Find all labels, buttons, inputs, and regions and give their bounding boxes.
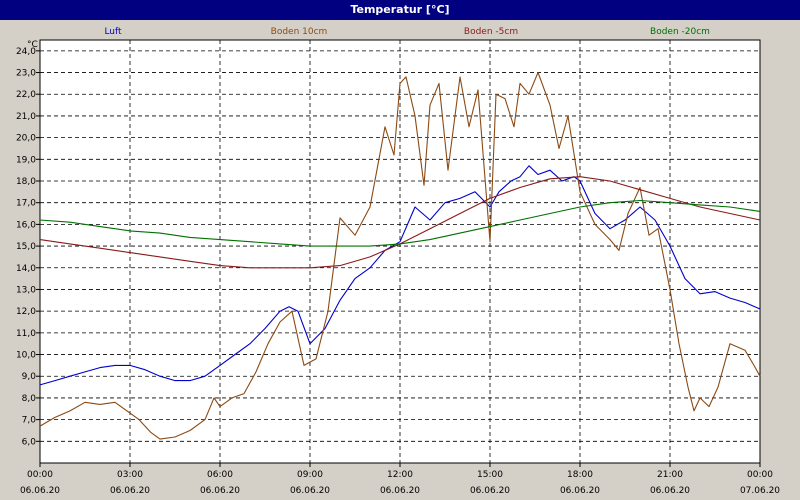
x-tick-time-label: 15:00 [477, 470, 503, 480]
y-tick-label: 8,0 [22, 394, 37, 404]
y-tick-label: 24,0 [16, 47, 36, 57]
window-title: Temperatur [°C] [0, 0, 800, 20]
x-tick-time-label: 03:00 [117, 470, 143, 480]
x-tick-date-label: 06.06.20 [200, 486, 240, 496]
x-tick-date-label: 06.06.20 [20, 486, 60, 496]
x-tick-time-label: 06:00 [207, 470, 233, 480]
x-tick-date-label: 06.06.20 [650, 486, 690, 496]
series-line-luft [39, 165, 761, 386]
y-tick-label: 20,0 [16, 134, 36, 144]
x-tick-time-label: 12:00 [387, 470, 413, 480]
legend-item-boden-20cm: Boden -20cm [650, 27, 710, 37]
legend-item-boden-10cm: Boden 10cm [271, 27, 328, 37]
y-tick-label: 9,0 [22, 372, 37, 382]
y-tick-label: 19,0 [16, 155, 36, 165]
x-tick-date-label: 06.06.20 [290, 486, 330, 496]
y-tick-label: 6,0 [22, 437, 37, 447]
y-tick-label: 16,0 [16, 220, 36, 230]
x-tick-time-label: 18:00 [567, 470, 593, 480]
y-tick-label: 22,0 [16, 90, 36, 100]
x-tick-date-label: 07.06.20 [740, 486, 780, 496]
x-tick-time-label: 21:00 [657, 470, 683, 480]
y-axis-unit-label: °C [27, 40, 38, 50]
y-tick-label: 17,0 [16, 199, 36, 209]
y-tick-label: 15,0 [16, 242, 36, 252]
series-line-boden-10cm [39, 71, 761, 440]
x-tick-date-label: 06.06.20 [380, 486, 420, 496]
x-tick-date-label: 06.06.20 [110, 486, 150, 496]
x-tick-time-label: 00:00 [27, 470, 53, 480]
x-tick-time-label: 09:00 [297, 470, 323, 480]
x-tick-time-label: 00:00 [747, 470, 773, 480]
y-tick-label: 21,0 [16, 112, 36, 122]
y-tick-label: 23,0 [16, 69, 36, 79]
legend-item-boden-5cm: Boden -5cm [464, 27, 518, 37]
series-line-boden-20cm [39, 199, 761, 247]
legend-item-luft: Luft [104, 27, 122, 37]
y-tick-label: 11,0 [16, 329, 36, 339]
y-tick-label: 14,0 [16, 264, 36, 274]
x-tick-date-label: 06.06.20 [560, 486, 600, 496]
x-tick-date-label: 06.06.20 [470, 486, 510, 496]
y-tick-label: 18,0 [16, 177, 36, 187]
y-tick-label: 12,0 [16, 307, 36, 317]
y-tick-label: 7,0 [22, 416, 37, 426]
y-tick-label: 10,0 [16, 351, 36, 361]
y-tick-label: 13,0 [16, 285, 36, 295]
